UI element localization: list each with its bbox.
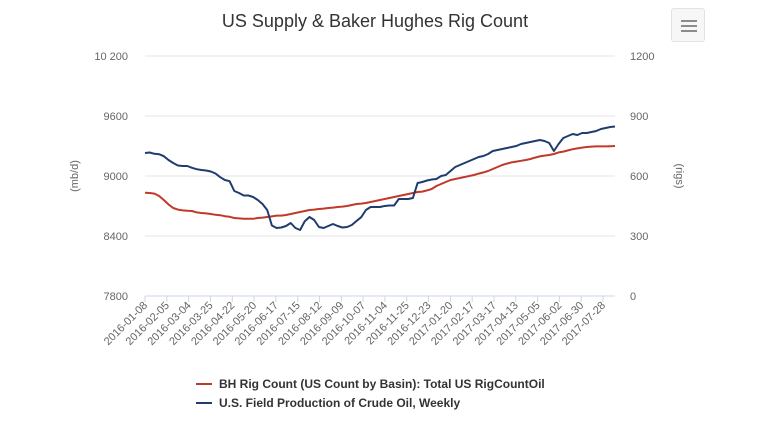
right-tick-label: 600 xyxy=(630,171,648,183)
left-tick-label: 9600 xyxy=(104,111,128,123)
menu-icon-bar xyxy=(681,30,697,32)
right-tick-label: 900 xyxy=(630,111,648,123)
right-tick-label: 300 xyxy=(630,231,648,243)
rig-count-line xyxy=(144,145,616,220)
left-axis-label: (mb/d) xyxy=(69,160,81,192)
left-tick-label: 10 200 xyxy=(94,51,128,63)
left-tick-label: 7800 xyxy=(104,291,128,303)
left-tick-label: 8400 xyxy=(104,231,128,243)
x-axis: 2016-01-082016-02-052016-03-042016-03-25… xyxy=(102,295,615,348)
menu-icon-bar xyxy=(681,20,697,22)
legend-label: BH Rig Count (US Count by Basin): Total … xyxy=(219,377,545,391)
legend: BH Rig Count (US Count by Basin): Total … xyxy=(196,377,545,410)
menu-icon-bar xyxy=(681,25,697,27)
grid-lines xyxy=(145,55,615,297)
right-axis-label: (rigs) xyxy=(673,163,685,188)
crude-production-line xyxy=(144,125,616,231)
chart-title: US Supply & Baker Hughes Rig Count xyxy=(222,11,528,31)
right-tick-label: 0 xyxy=(630,291,636,303)
chart-menu-button[interactable] xyxy=(671,8,705,42)
series-lines xyxy=(144,125,616,231)
right-tick-label: 1200 xyxy=(630,51,654,63)
left-tick-label: 9000 xyxy=(104,171,128,183)
legend-label: U.S. Field Production of Crude Oil, Week… xyxy=(219,396,460,410)
right-y-axis: 0 300 600 900 1200 xyxy=(630,51,654,303)
left-y-axis: 7800 8400 9000 9600 10 200 xyxy=(94,51,128,303)
